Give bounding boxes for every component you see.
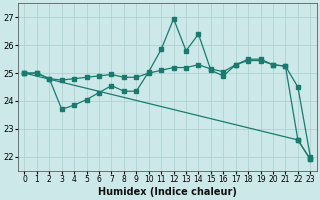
X-axis label: Humidex (Indice chaleur): Humidex (Indice chaleur) <box>98 187 237 197</box>
